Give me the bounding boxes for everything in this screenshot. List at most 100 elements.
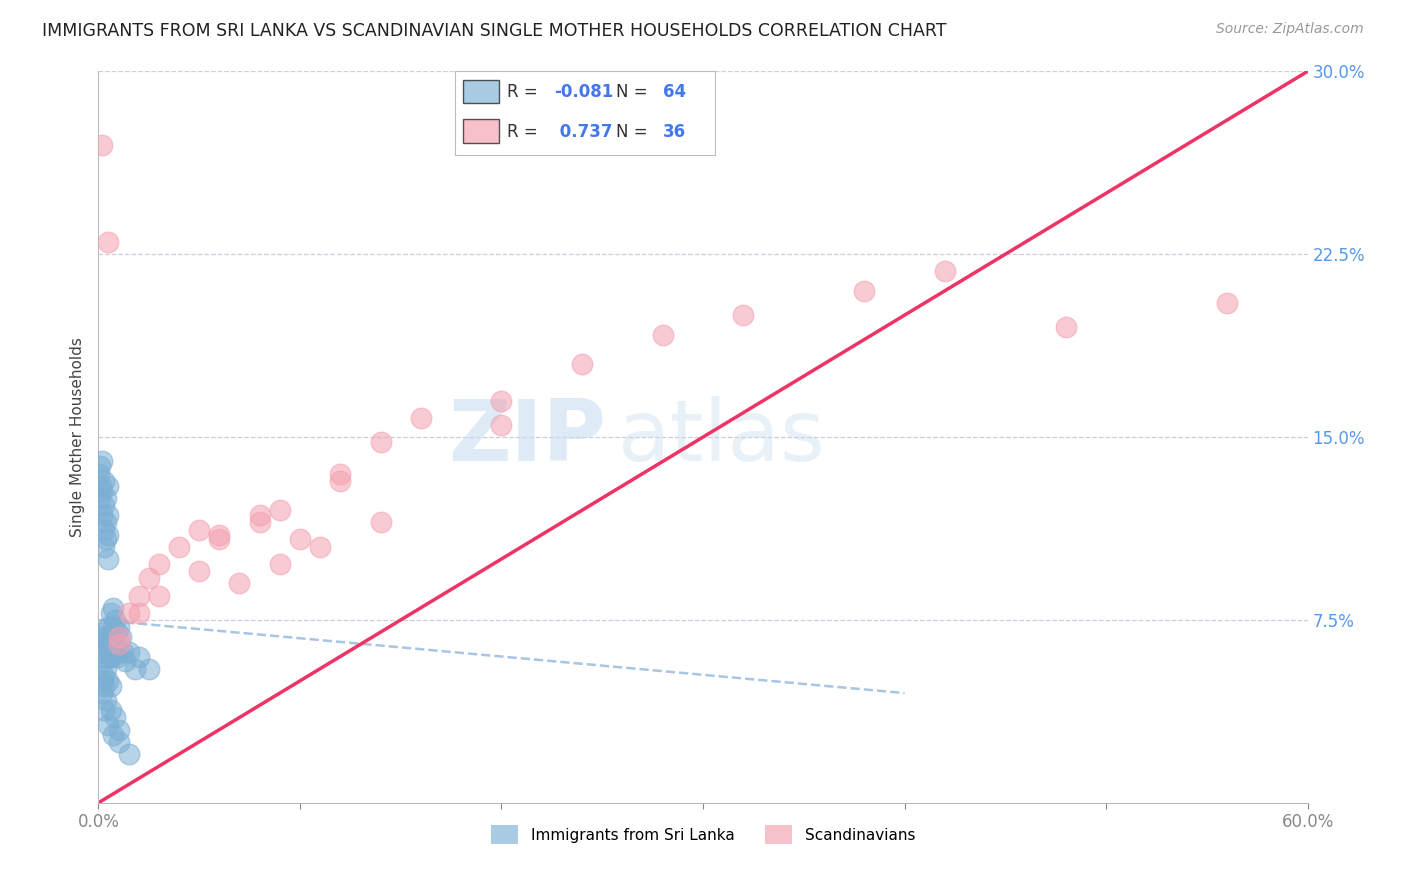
Point: [110, 630, 132, 644]
Point: [89, 491, 111, 505]
Point: [208, 533, 231, 547]
Point: [93, 703, 115, 717]
Point: [107, 645, 129, 659]
Point: [118, 606, 141, 620]
Point: [97, 673, 120, 688]
Point: [111, 645, 134, 659]
Point: [97, 620, 120, 634]
Point: [100, 630, 122, 644]
Point: [651, 327, 673, 342]
Point: [491, 417, 513, 432]
Point: [934, 264, 956, 278]
Point: [91, 654, 114, 668]
Legend: Immigrants from Sri Lanka, Scandinavians: Immigrants from Sri Lanka, Scandinavians: [485, 819, 921, 850]
Point: [329, 467, 352, 481]
Point: [1216, 296, 1239, 310]
Point: [103, 710, 125, 724]
Point: [100, 649, 122, 664]
Point: [571, 357, 593, 371]
Point: [91, 686, 114, 700]
Point: [269, 557, 291, 571]
Point: [91, 637, 114, 651]
Point: [105, 649, 128, 664]
Point: [97, 508, 120, 522]
Point: [91, 508, 114, 522]
Point: [89, 467, 111, 481]
Point: [148, 557, 170, 571]
Point: [1054, 320, 1077, 334]
Point: [97, 552, 120, 566]
Point: [370, 434, 392, 449]
Point: [91, 673, 114, 688]
Point: [491, 393, 513, 408]
Point: [138, 572, 160, 586]
Point: [100, 606, 122, 620]
Point: [96, 649, 118, 664]
Point: [97, 479, 120, 493]
Point: [103, 637, 125, 651]
Point: [370, 516, 392, 530]
Point: [107, 735, 129, 749]
Point: [118, 645, 141, 659]
Point: [188, 564, 211, 578]
Point: [148, 589, 170, 603]
Point: [103, 613, 125, 627]
Point: [105, 625, 128, 640]
Point: [107, 620, 129, 634]
Point: [107, 637, 129, 651]
Point: [89, 630, 111, 644]
Point: [91, 137, 114, 152]
Point: [93, 645, 115, 659]
Point: [93, 499, 115, 513]
Point: [128, 589, 150, 603]
Point: [188, 523, 211, 537]
Point: [101, 645, 124, 659]
Point: [100, 630, 122, 644]
Text: IMMIGRANTS FROM SRI LANKA VS SCANDINAVIAN SINGLE MOTHER HOUSEHOLDS CORRELATION C: IMMIGRANTS FROM SRI LANKA VS SCANDINAVIA…: [42, 22, 946, 40]
Point: [269, 503, 291, 517]
Point: [93, 540, 115, 554]
Point: [91, 483, 114, 498]
Point: [93, 669, 115, 683]
Point: [96, 516, 118, 530]
Point: [101, 600, 124, 615]
Point: [167, 540, 190, 554]
Point: [114, 654, 136, 668]
Point: [101, 727, 124, 741]
Point: [118, 747, 141, 761]
Point: [124, 662, 146, 676]
Point: [249, 508, 271, 522]
Point: [96, 662, 118, 676]
Text: atlas: atlas: [619, 395, 827, 479]
Point: [138, 662, 160, 676]
Text: ZIP: ZIP: [449, 395, 606, 479]
Point: [100, 679, 122, 693]
Point: [249, 516, 271, 530]
Point: [128, 649, 150, 664]
Point: [90, 479, 112, 493]
Point: [97, 637, 120, 651]
Point: [93, 523, 115, 537]
Point: [96, 630, 118, 644]
Point: [288, 533, 311, 547]
Point: [228, 576, 250, 591]
Point: [97, 527, 120, 541]
Point: [96, 491, 118, 505]
Point: [309, 540, 332, 554]
Point: [409, 410, 432, 425]
Point: [89, 459, 111, 474]
Point: [853, 284, 876, 298]
Point: [96, 533, 118, 547]
Point: [101, 620, 124, 634]
Point: [100, 703, 122, 717]
Point: [93, 679, 115, 693]
Point: [208, 527, 231, 541]
Point: [97, 718, 120, 732]
Y-axis label: Single Mother Households: Single Mother Households: [69, 337, 84, 537]
Point: [128, 606, 150, 620]
Point: [96, 693, 118, 707]
Point: [97, 235, 120, 249]
Point: [93, 474, 115, 488]
Point: [107, 630, 129, 644]
Point: [91, 454, 114, 468]
